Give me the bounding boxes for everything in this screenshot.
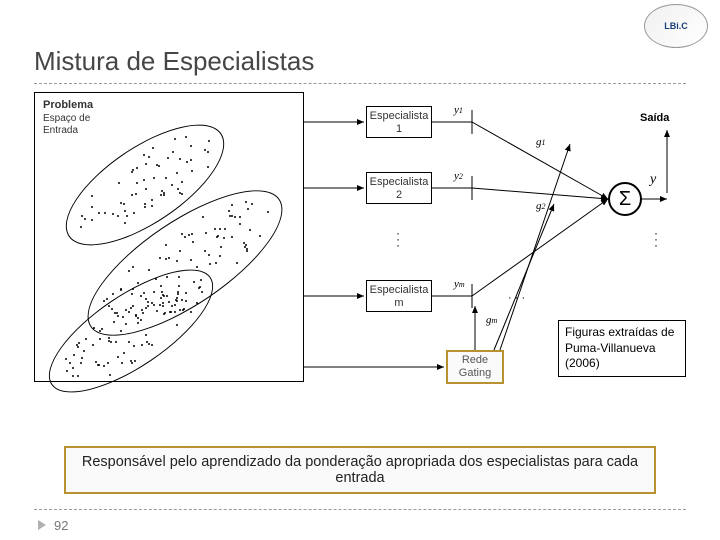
saida-text: Saída (640, 112, 669, 124)
caption-box: Responsável pelo aprendizado da ponderaç… (64, 446, 656, 494)
diagram: Problema Espaço de Entrada Especialista1… (34, 92, 686, 414)
specialist-output-label: ym (454, 278, 465, 290)
gating-weight-label: gm (486, 314, 497, 326)
specialist-box: Especialistam (366, 280, 432, 312)
page-number: 92 (54, 518, 68, 533)
citation-box: Figuras extraídas de Puma-Villanueva (20… (558, 320, 686, 377)
slide-title: Mistura de Especialistas (34, 46, 314, 77)
scatter-title: Problema (43, 99, 93, 113)
scatter-plot: Problema Espaço de Entrada (34, 92, 304, 382)
scatter-sub2: Entrada (43, 125, 93, 138)
gating-weight-label: g1 (536, 136, 546, 148)
specialist-box: Especialista1 (366, 106, 432, 138)
sigma-symbol: Σ (619, 188, 631, 211)
y-final-label: y (650, 172, 656, 188)
hdots-g: · · · (508, 292, 525, 304)
vdots-spec: ··· (396, 230, 400, 248)
gating-label-2: Gating (450, 367, 500, 380)
vdots-right: ··· (654, 230, 658, 248)
divider-top (34, 83, 686, 84)
slide-marker-icon (38, 520, 46, 530)
specialist-box: Especialista2 (366, 172, 432, 204)
divider-bottom (34, 509, 686, 510)
gating-network-box: Rede Gating (446, 350, 504, 384)
specialist-output-label: y2 (454, 170, 463, 182)
output-label: Saída (640, 112, 669, 124)
gating-weight-label: g2 (536, 200, 546, 212)
sigma-node: Σ (608, 182, 642, 216)
scatter-sub1: Espaço de (43, 113, 93, 126)
lab-logo: LBi.C (644, 4, 708, 48)
scatter-plot-labels: Problema Espaço de Entrada (43, 99, 93, 138)
y-final-text: y (650, 172, 656, 187)
gating-label-1: Rede (450, 354, 500, 367)
specialist-output-label: y1 (454, 104, 463, 116)
